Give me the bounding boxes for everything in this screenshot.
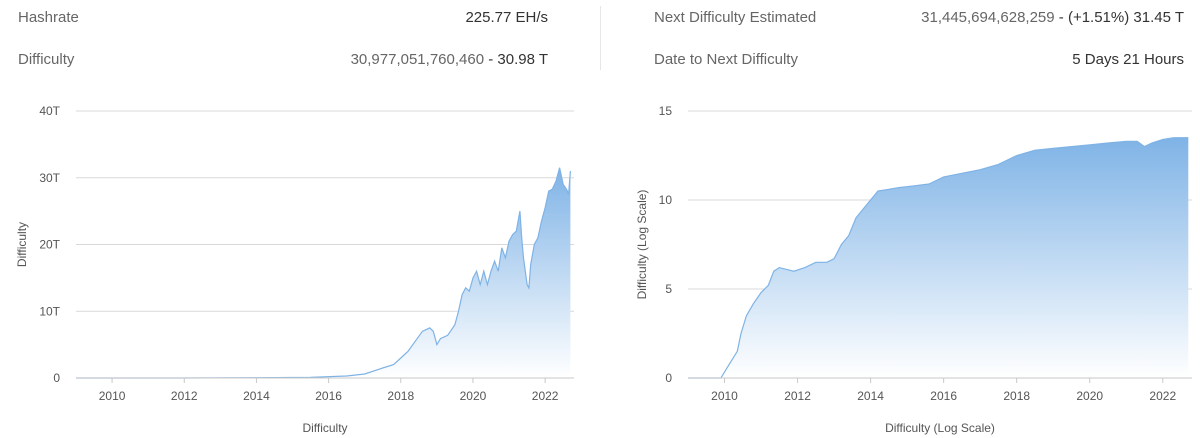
difficulty-value-separator: - (484, 50, 498, 68)
next-difficulty-value-full: 31,445,694,628,259 (921, 8, 1055, 26)
difficulty-x-tick-label: 2012 (171, 389, 198, 403)
difficulty-area (76, 167, 571, 378)
difficulty-value-short: 30.98 T (497, 50, 548, 68)
stat-hashrate: Hashrate 225.77 EH/s (18, 2, 548, 32)
difficulty-x-axis-title: Difficulty (302, 421, 347, 435)
difficulty-log-x-tick-label: 2020 (1076, 389, 1103, 403)
difficulty-y-tick-label: 0 (53, 371, 60, 385)
difficulty-label: Difficulty (18, 50, 75, 68)
difficulty-log-x-axis-title: Difficulty (Log Scale) (885, 421, 995, 435)
difficulty-log-y-tick-label: 0 (665, 371, 672, 385)
difficulty-y-axis-title: Difficulty (15, 222, 29, 267)
difficulty-x-tick-label: 2020 (460, 389, 487, 403)
next-difficulty-value-separator: - (1054, 8, 1068, 26)
difficulty-log-area (688, 137, 1189, 378)
difficulty-log-x-tick-label: 2014 (857, 389, 884, 403)
difficulty-log-chart[interactable]: 0 5 10 15 2010 2012 2014 2016 2018 2020 2022 Diffic… (620, 84, 1200, 438)
stats-divider (600, 6, 601, 70)
difficulty-log-x-tick-label: 2012 (784, 389, 811, 403)
difficulty-log-series-line (688, 137, 1189, 379)
difficulty-log-x-tick-label: 2016 (930, 389, 957, 403)
next-difficulty-value-change: (+1.51%) 31.45 T (1067, 8, 1184, 26)
difficulty-log-x-tick-label: 2022 (1149, 389, 1176, 403)
difficulty-y-tick-label: 40T (39, 104, 60, 118)
difficulty-chart-svg: 0 10T 20T 30T 40T 2010 2012 2014 2016 2018 2020 202… (15, 104, 574, 435)
difficulty-x-tick-label: 2018 (387, 389, 414, 403)
difficulty-x-tick-label: 2014 (243, 389, 270, 403)
stats-panel: Hashrate 225.77 EH/s Difficulty 30,977,0… (0, 0, 1200, 80)
stat-date-to-next: Date to Next Difficulty 5 Days 21 Hours (654, 44, 1184, 74)
difficulty-value: 30,977,051,760,460 - 30.98 T (351, 51, 548, 68)
date-to-next-value: 5 Days 21 Hours (1072, 50, 1184, 68)
stat-next-difficulty: Next Difficulty Estimated 31,445,694,628… (654, 2, 1184, 32)
next-difficulty-label: Next Difficulty Estimated (654, 8, 817, 26)
difficulty-y-tick-label: 30T (39, 171, 60, 185)
difficulty-x-tick-label: 2010 (99, 389, 126, 403)
next-difficulty-value: 31,445,694,628,259 - (+1.51%) 31.45 T (921, 9, 1184, 26)
difficulty-series-line (76, 167, 571, 379)
date-to-next-label: Date to Next Difficulty (654, 50, 798, 68)
difficulty-log-y-axis-title: Difficulty (Log Scale) (635, 190, 649, 300)
difficulty-log-y-tick-label: 10 (659, 193, 673, 207)
difficulty-log-chart-svg: 0 5 10 15 2010 2012 2014 2016 2018 2020 2022 Diffic… (635, 104, 1192, 435)
difficulty-value-full: 30,977,051,760,460 (350, 50, 485, 68)
difficulty-log-x-tick-label: 2018 (1003, 389, 1030, 403)
hashrate-value: 225.77 EH/s (465, 8, 548, 26)
difficulty-log-y-tick-label: 15 (659, 104, 673, 118)
difficulty-log-x-tick-label: 2010 (711, 389, 738, 403)
hashrate-label: Hashrate (18, 8, 79, 26)
difficulty-chart[interactable]: 0 10T 20T 30T 40T 2010 2012 2014 2016 2018 2020 202… (0, 84, 600, 438)
difficulty-y-tick-label: 10T (39, 304, 60, 318)
difficulty-x-tick-label: 2022 (532, 389, 559, 403)
difficulty-y-tick-label: 20T (39, 238, 60, 252)
stat-difficulty: Difficulty 30,977,051,760,460 - 30.98 T (18, 44, 548, 74)
difficulty-log-y-tick-label: 5 (665, 282, 672, 296)
difficulty-x-tick-label: 2016 (315, 389, 342, 403)
